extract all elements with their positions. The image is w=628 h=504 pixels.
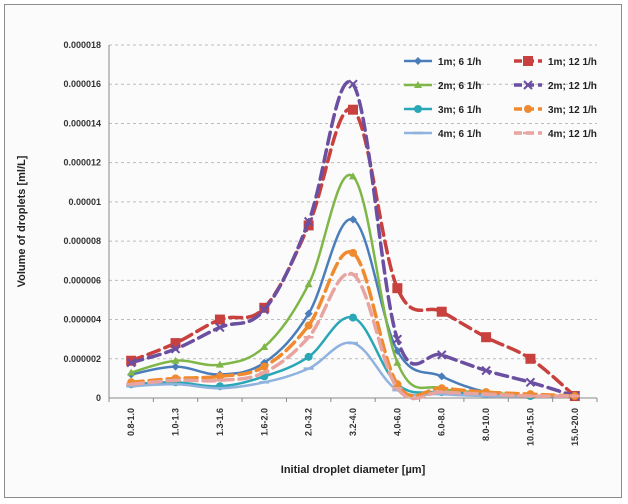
series-group bbox=[126, 79, 580, 402]
y-tick-label: 0.000012 bbox=[63, 158, 101, 168]
y-tick-label: 0.000018 bbox=[63, 40, 101, 50]
data-point bbox=[215, 372, 224, 381]
legend-label: 4m; 12 1/h bbox=[548, 129, 597, 140]
y-tick-label: 0.00001 bbox=[68, 197, 101, 207]
data-point bbox=[481, 365, 491, 376]
legend-marker bbox=[414, 57, 422, 65]
series-line bbox=[129, 341, 577, 398]
series-line bbox=[129, 173, 577, 398]
legend-label: 3m; 12 1/h bbox=[548, 105, 597, 116]
x-tick-label: 8.0-10.0 bbox=[481, 408, 491, 441]
legend-entry: 4m; 12 1/h bbox=[514, 129, 597, 140]
data-point bbox=[215, 322, 225, 333]
series bbox=[127, 215, 579, 401]
legend-marker bbox=[524, 105, 532, 113]
data-point bbox=[303, 216, 314, 227]
data-point bbox=[349, 248, 357, 257]
y-tick-label: 0.000008 bbox=[63, 236, 101, 246]
data-point bbox=[304, 309, 313, 318]
legend-label: 3m; 6 1/h bbox=[438, 105, 481, 116]
data-point bbox=[126, 357, 136, 368]
data-point bbox=[171, 356, 180, 364]
line-chart: 0 0.000002 0.000004 0.000006 0.000008 0.00001… bbox=[16, 40, 598, 476]
data-point bbox=[170, 338, 181, 349]
data-point bbox=[525, 377, 536, 388]
y-axis-title: Volume of droplets [ml/L] bbox=[16, 155, 28, 287]
data-point bbox=[348, 79, 358, 89]
series-line bbox=[129, 271, 577, 401]
data-point bbox=[525, 353, 536, 364]
legend-label: 2m; 6 1/h bbox=[438, 81, 481, 92]
x-tick-label: 1.0-1.3 bbox=[171, 408, 181, 436]
legend-marker bbox=[414, 81, 422, 88]
data-point bbox=[304, 321, 313, 330]
legend-entry: 2m; 6 1/h bbox=[404, 81, 481, 92]
data-point bbox=[437, 350, 447, 360]
data-point bbox=[349, 172, 357, 180]
legend-label: 4m; 6 1/h bbox=[438, 129, 481, 140]
legend-entry: 1m; 12 1/h bbox=[514, 56, 597, 68]
data-point bbox=[259, 305, 269, 315]
data-point bbox=[481, 332, 492, 343]
x-tick-label: 15.0-20.0 bbox=[570, 408, 580, 446]
data-point bbox=[392, 283, 403, 294]
grid bbox=[109, 44, 597, 360]
data-point bbox=[436, 306, 447, 317]
data-point bbox=[348, 104, 358, 115]
data-point bbox=[260, 362, 269, 371]
legend-marker bbox=[523, 56, 533, 66]
x-tick-label: 2.0-3.2 bbox=[304, 408, 314, 436]
y-tick-label: 0.000016 bbox=[63, 79, 101, 89]
data-point bbox=[171, 362, 180, 371]
legend: 1m; 6 1/h 2m; 6 1/h 3m; 6 1/h 4m; 6 1/h 1m; … bbox=[404, 56, 597, 140]
legend-entry: 3m; 12 1/h bbox=[514, 105, 597, 116]
data-point bbox=[437, 384, 446, 393]
y-tick-label: 0.000002 bbox=[63, 354, 101, 364]
legend-entry: 1m; 6 1/h bbox=[404, 57, 481, 68]
data-point bbox=[126, 355, 137, 366]
legend-marker bbox=[414, 105, 422, 113]
legend-entry: 3m; 6 1/h bbox=[404, 105, 481, 116]
x-tick-label: 1.6-2.0 bbox=[259, 408, 269, 436]
y-tick-label: 0 bbox=[96, 393, 101, 403]
x-tick-label: 3.2-4.0 bbox=[348, 408, 358, 436]
legend-marker bbox=[523, 80, 533, 90]
data-point bbox=[304, 280, 313, 288]
legend-label: 1m; 6 1/h bbox=[438, 57, 481, 68]
data-point bbox=[393, 346, 402, 355]
data-point bbox=[170, 344, 181, 354]
x-tick-label: 1.3-1.6 bbox=[215, 408, 225, 436]
data-point bbox=[349, 215, 357, 224]
data-point bbox=[349, 313, 357, 322]
legend-label: 1m; 12 1/h bbox=[548, 57, 597, 68]
data-point bbox=[392, 334, 403, 344]
series bbox=[127, 248, 579, 401]
series bbox=[127, 172, 579, 400]
data-point bbox=[393, 358, 402, 366]
legend-label: 2m; 12 1/h bbox=[548, 81, 597, 92]
y-tick-label: 0.000006 bbox=[63, 275, 101, 285]
chart-frame: 0 0.000002 0.000004 0.000006 0.000008 0.00001… bbox=[4, 4, 622, 498]
x-tick-label: 6.0-8.0 bbox=[437, 408, 447, 436]
x-tick-label: 0.8-1.0 bbox=[126, 408, 136, 436]
axes: 0 0.000002 0.000004 0.000006 0.000008 0.00001… bbox=[63, 40, 598, 446]
series bbox=[126, 271, 580, 401]
data-point bbox=[304, 352, 313, 361]
y-tick-label: 0.000004 bbox=[63, 315, 101, 325]
legend-entry: 2m; 12 1/h bbox=[514, 80, 597, 92]
data-point bbox=[260, 343, 269, 351]
data-point bbox=[215, 360, 224, 368]
legend-entry: 4m; 6 1/h bbox=[404, 129, 481, 140]
y-tick-label: 0.000014 bbox=[63, 118, 101, 128]
data-point bbox=[437, 372, 446, 381]
series-line bbox=[129, 218, 577, 398]
data-point bbox=[214, 314, 225, 325]
x-axis-title: Initial droplet diameter [µm] bbox=[281, 464, 426, 476]
series bbox=[126, 79, 580, 401]
data-point bbox=[127, 368, 136, 376]
x-tick-label: 10.0-15.0 bbox=[525, 408, 535, 446]
x-tick-label: 4.0-6.0 bbox=[392, 408, 402, 436]
